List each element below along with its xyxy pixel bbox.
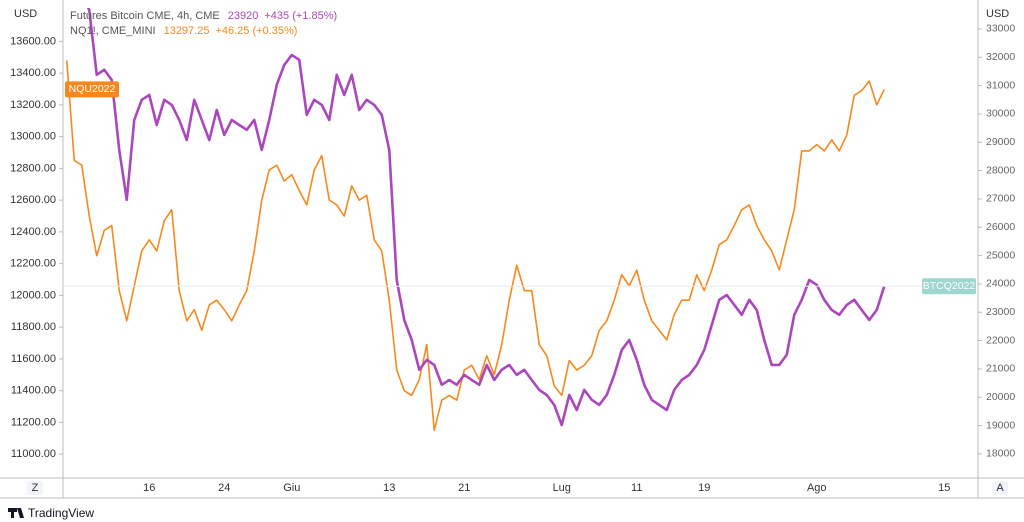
y2-tick-label: 21000	[986, 363, 1015, 375]
x-tick-label: 15	[938, 482, 950, 494]
y2-tick-label: 25000	[986, 249, 1015, 261]
auto-button-label[interactable]: A	[996, 482, 1004, 494]
price-tag-box	[65, 81, 119, 98]
legend-change: +435 (+1.85%)	[264, 10, 337, 22]
scale-button-label[interactable]: Z	[32, 482, 39, 494]
y2-tick-label: 20000	[986, 391, 1015, 403]
y-tick-label: 13600.00	[10, 35, 56, 47]
y-tick-label: 11800.00	[11, 321, 56, 333]
y-tick-label: 13200.00	[10, 99, 56, 111]
y2-tick-label: 22000	[986, 334, 1015, 346]
right-unit: USD	[986, 8, 1009, 20]
legend-value: 13297.25	[164, 25, 210, 37]
auto-button[interactable]	[992, 481, 1008, 495]
y2-tick-label: 24000	[986, 278, 1015, 290]
y-tick-label: 11000.00	[11, 448, 56, 460]
x-tick-label: 16	[143, 482, 155, 494]
left-unit: USD	[14, 8, 37, 20]
x-tick-label: 21	[458, 482, 470, 494]
y-tick-label: 12000.00	[10, 289, 56, 301]
y-tick-label: 12800.00	[10, 162, 56, 174]
y2-tick-label: 31000	[986, 79, 1015, 91]
y-tick-label: 13000.00	[10, 131, 56, 143]
brand-logo	[8, 508, 24, 518]
price-tag: NQU2022	[65, 81, 119, 98]
y2-tick-label: 30000	[986, 108, 1015, 120]
y2-tick-label: 32000	[986, 51, 1015, 63]
y-tick-label: 11200.00	[11, 416, 56, 428]
x-tick-label: 11	[631, 482, 642, 494]
legend-name: NQ1!, CME_MINI	[70, 25, 156, 37]
y2-tick-label: 33000	[986, 23, 1015, 35]
price-tag: BTCQ2022	[922, 278, 976, 295]
x-tick-label: 24	[218, 482, 230, 494]
y2-tick-label: 27000	[986, 193, 1015, 205]
y2-tick-label: 28000	[986, 164, 1015, 176]
y-tick-label: 11400.00	[11, 385, 56, 397]
series-line	[65, 60, 885, 432]
x-tick-label: 13	[383, 482, 395, 494]
price-tag-label: BTCQ2022	[923, 280, 976, 292]
legend-change: +46.25 (+0.35%)	[215, 25, 297, 37]
y2-tick-label: 19000	[986, 419, 1015, 431]
legend-value: 23920	[228, 10, 259, 22]
x-tick-label: Lug	[553, 482, 571, 494]
price-tag-label: NQU2022	[69, 83, 116, 95]
y-tick-label: 12400.00	[10, 226, 56, 238]
y-tick-label: 13400.00	[10, 67, 56, 79]
x-tick-label: 19	[698, 482, 710, 494]
y2-tick-label: 26000	[986, 221, 1015, 233]
price-tag-box	[922, 278, 976, 295]
x-tick-label: Ago	[807, 482, 827, 494]
scale-button[interactable]	[27, 481, 43, 495]
brand-name: TradingView	[28, 506, 94, 520]
x-tick-label: Giu	[283, 482, 300, 494]
y2-tick-label: 29000	[986, 136, 1015, 148]
y2-tick-label: 23000	[986, 306, 1015, 318]
y-tick-label: 12200.00	[10, 258, 56, 270]
y-tick-label: 11600.00	[11, 353, 56, 365]
series-line	[86, 8, 886, 427]
legend-name: Futures Bitcoin CME, 4h, CME	[70, 10, 220, 22]
y-tick-label: 12600.00	[10, 194, 56, 206]
y2-tick-label: 18000	[986, 448, 1015, 460]
